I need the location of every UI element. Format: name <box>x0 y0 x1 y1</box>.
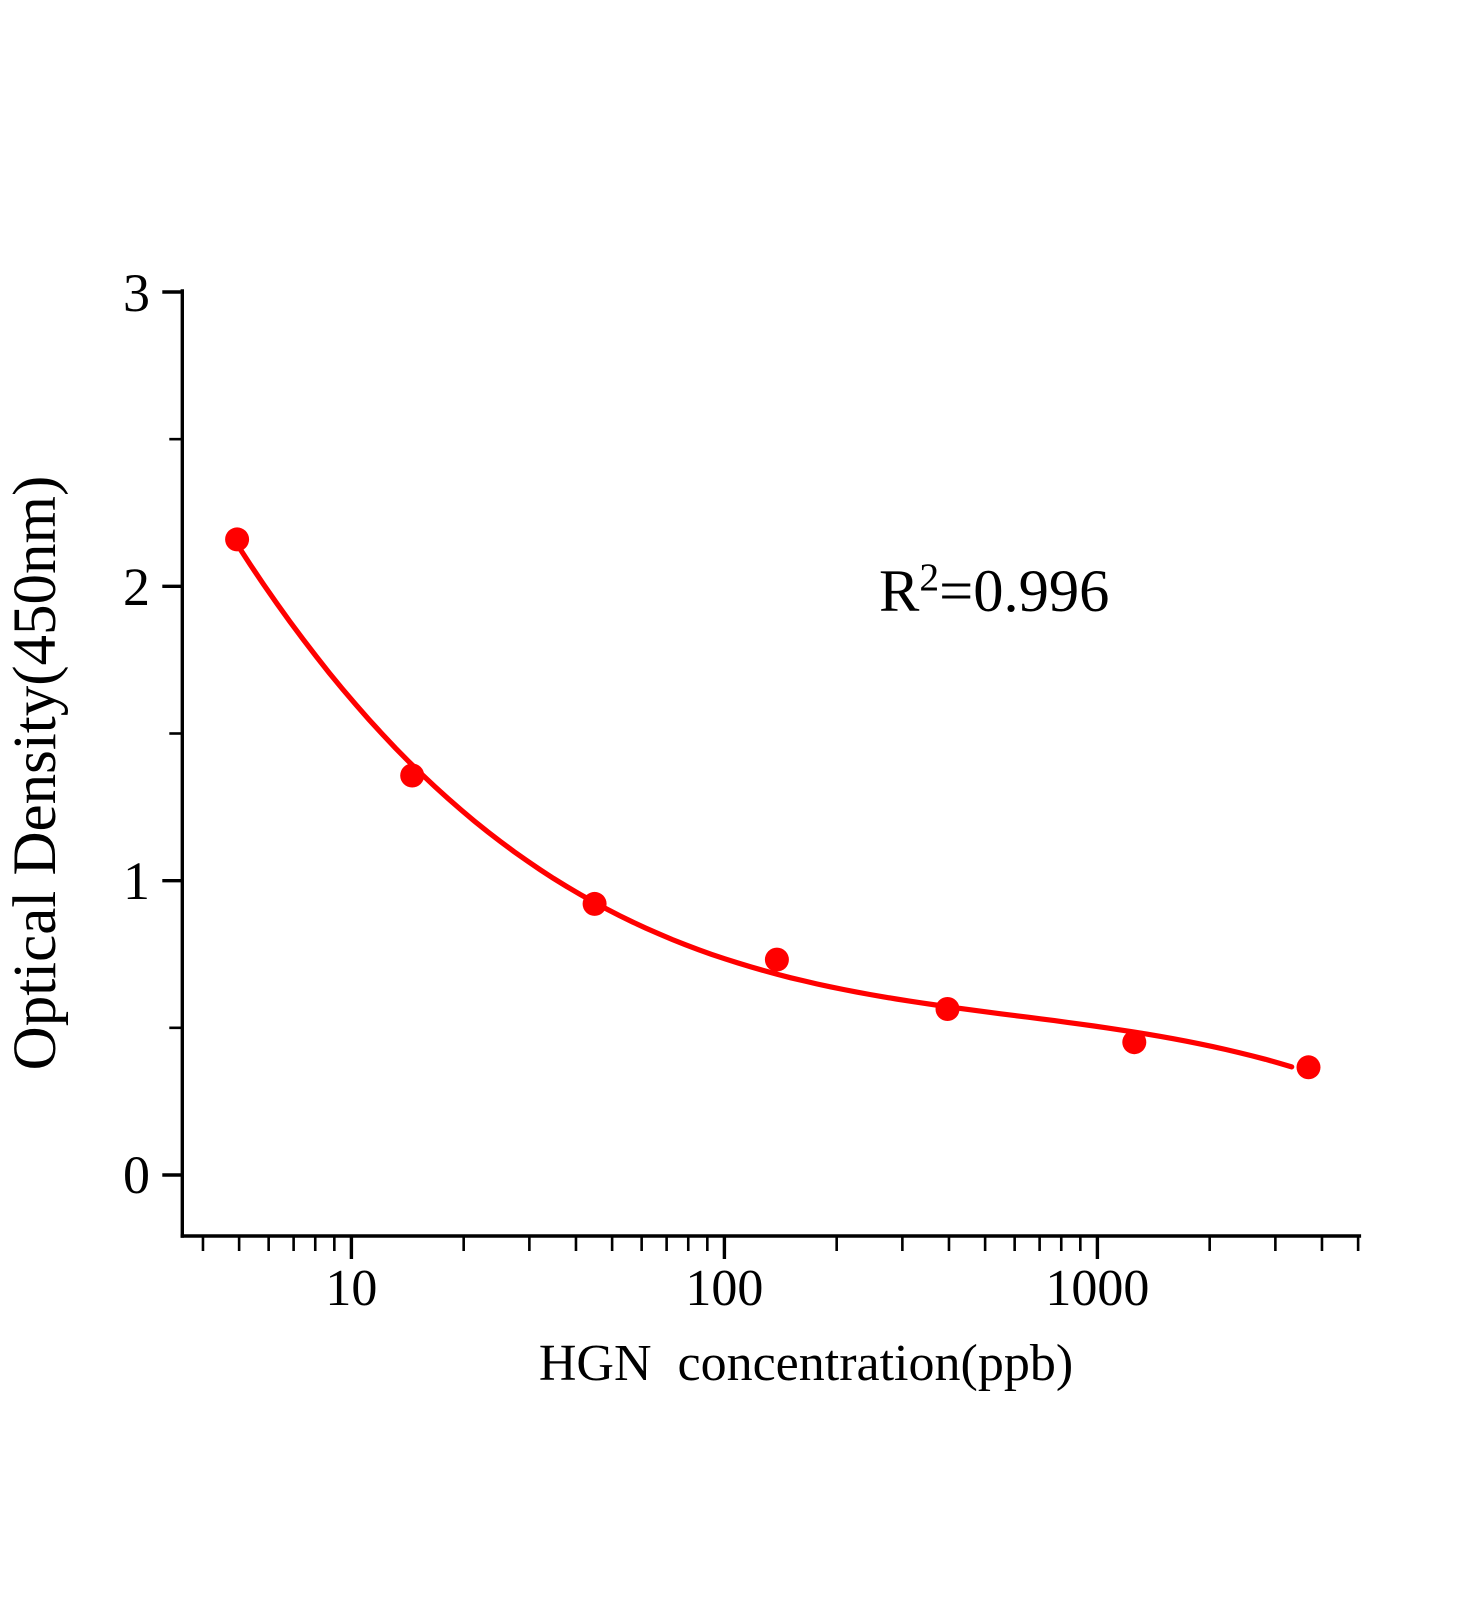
svg-text:1000: 1000 <box>1045 1260 1149 1317</box>
svg-text:100: 100 <box>685 1260 763 1317</box>
svg-text:0: 0 <box>123 1145 150 1205</box>
svg-text:R2=0.996: R2=0.996 <box>879 555 1109 625</box>
svg-text:2: 2 <box>123 557 150 617</box>
svg-text:1: 1 <box>123 851 150 911</box>
svg-text:3: 3 <box>123 263 150 323</box>
svg-text:10: 10 <box>325 1260 377 1317</box>
svg-text:HGN concentration(ppb): HGN concentration(ppb) <box>539 1335 1073 1392</box>
svg-text:Optical Density(450nm): Optical Density(450nm) <box>2 476 69 1071</box>
